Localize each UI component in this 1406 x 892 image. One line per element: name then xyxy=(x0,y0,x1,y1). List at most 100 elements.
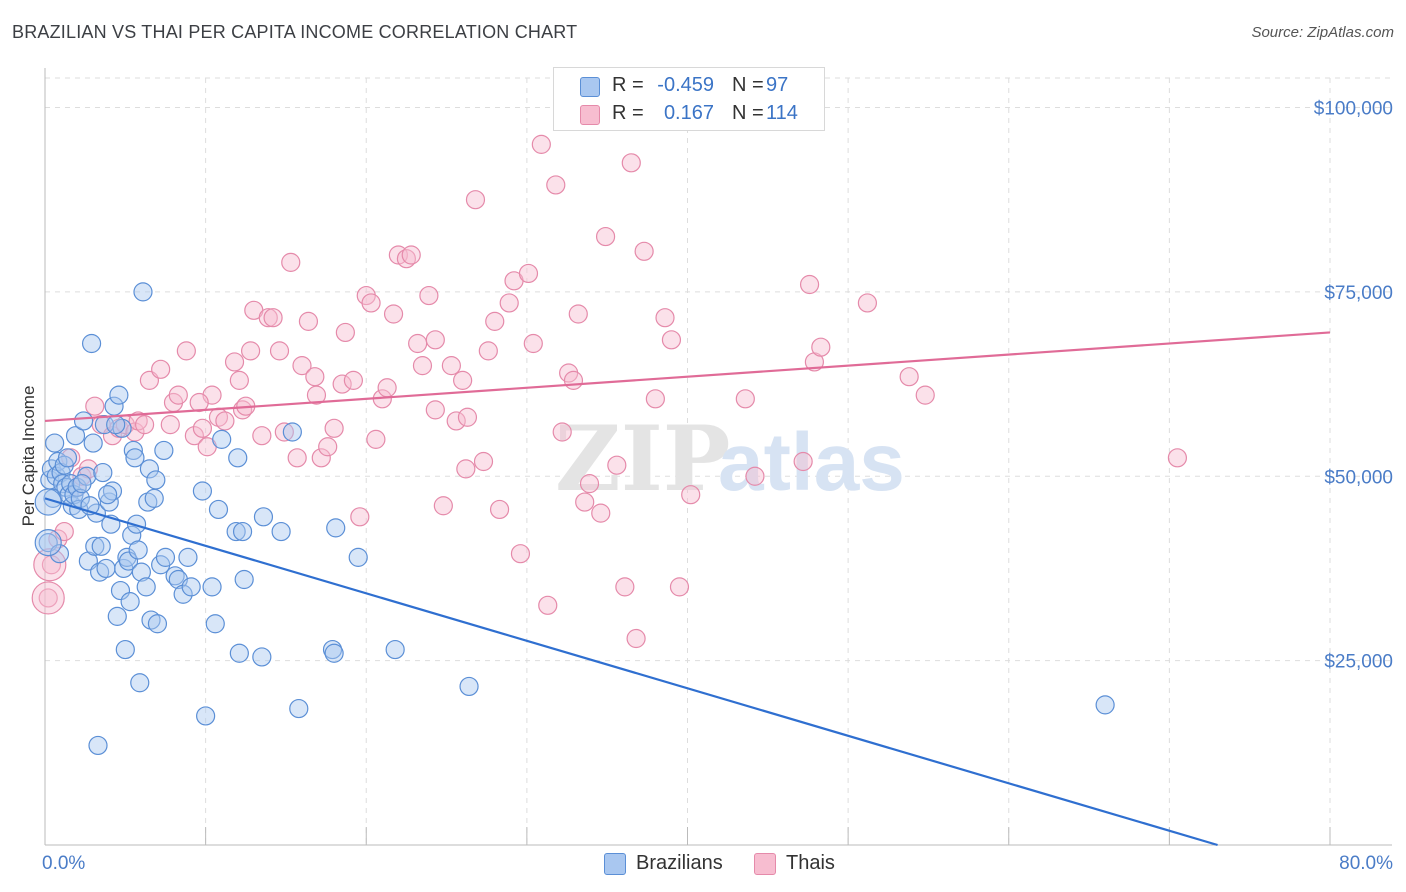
brazilian-point xyxy=(232,521,253,542)
brazilian-point xyxy=(48,451,68,472)
y-tick-label: $25,000 xyxy=(1324,652,1393,673)
thai-point xyxy=(419,285,439,306)
thai-point xyxy=(311,448,331,468)
brazilian-point xyxy=(110,580,131,601)
thai-point xyxy=(518,263,539,284)
brazilian-point xyxy=(130,673,150,693)
thai-point xyxy=(215,411,235,431)
thai-point xyxy=(287,448,307,468)
thais-trend-line xyxy=(44,331,1331,423)
thai-point xyxy=(485,311,505,331)
brazilian-point xyxy=(85,536,105,556)
brazilian-point xyxy=(165,566,185,586)
brazilian-point xyxy=(61,474,81,494)
thai-point xyxy=(745,466,765,486)
thai-point xyxy=(412,356,433,376)
legend-n-value: 97 xyxy=(766,74,789,96)
brazilian-point xyxy=(141,610,161,630)
brazilian-point xyxy=(136,577,156,597)
thai-point xyxy=(85,396,105,416)
brazilian-point xyxy=(73,411,94,431)
brazilians-points xyxy=(34,282,1115,756)
thai-point xyxy=(1167,448,1188,468)
thai-point xyxy=(899,367,919,387)
legend-label-thais: Thais xyxy=(786,852,835,874)
brazilian-point xyxy=(1095,695,1115,715)
thai-point xyxy=(655,308,675,328)
brazilian-point xyxy=(128,540,148,560)
brazilian-point xyxy=(385,639,405,660)
brazilian-point xyxy=(120,592,140,612)
brazilian-point xyxy=(99,492,119,512)
brazilian-point xyxy=(181,577,201,597)
brazilian-point xyxy=(96,558,116,579)
brazilian-point xyxy=(93,462,113,483)
brazilian-point xyxy=(146,470,166,490)
thai-point xyxy=(281,252,301,272)
axes xyxy=(44,68,1392,846)
y-tick-label: $100,000 xyxy=(1314,99,1393,120)
source-credit: Source: ZipAtlas.com xyxy=(1251,24,1394,41)
gridlines xyxy=(45,77,1392,845)
thai-point xyxy=(607,455,627,475)
brazilian-point xyxy=(226,521,246,542)
x-tick-labels: 0.0% 80.0% xyxy=(42,853,1393,874)
brazilian-point xyxy=(282,422,302,442)
thai-point xyxy=(915,385,935,405)
brazilian-point xyxy=(144,488,164,508)
stats-legend: R = -0.459 N = 97 R = 0.167 N = 114 xyxy=(553,67,825,131)
thai-point xyxy=(176,341,196,361)
thai-point xyxy=(401,245,421,265)
thai-point xyxy=(324,418,344,438)
legend-n-label: N = xyxy=(732,102,764,124)
brazilian-point xyxy=(139,459,160,479)
y-axis-label: Per Capita Income xyxy=(19,386,38,527)
thai-point xyxy=(189,392,209,413)
thai-point xyxy=(457,407,478,427)
brazilian-point xyxy=(212,429,232,449)
thai-point xyxy=(224,352,245,372)
thai-point xyxy=(361,293,381,313)
thai-point xyxy=(33,548,67,582)
legend-swatch-pink xyxy=(580,105,600,125)
brazilian-point xyxy=(70,488,90,508)
brazilian-point xyxy=(324,643,344,663)
thai-point xyxy=(621,153,641,173)
brazilian-point xyxy=(208,499,229,520)
thais-points xyxy=(31,134,1188,649)
thai-point xyxy=(681,485,701,505)
thai-point xyxy=(184,426,204,446)
thai-point xyxy=(446,411,466,431)
brazilian-point xyxy=(125,448,145,468)
thai-point xyxy=(478,341,498,361)
brazilian-point xyxy=(147,614,168,634)
brazilian-point xyxy=(138,492,158,512)
brazilian-point xyxy=(228,448,248,468)
thai-point xyxy=(626,628,646,649)
thai-point xyxy=(489,499,510,520)
thai-point xyxy=(857,293,878,313)
thai-point xyxy=(634,241,654,261)
y-tick-label: $75,000 xyxy=(1324,283,1393,304)
thai-point xyxy=(433,496,453,516)
legend-r-label: R = xyxy=(612,74,644,96)
thai-point xyxy=(350,507,370,527)
thai-point xyxy=(263,308,283,328)
thai-point xyxy=(669,577,690,597)
legend-label-brazilians: Brazilians xyxy=(636,852,723,874)
thai-point xyxy=(298,311,319,331)
thai-point xyxy=(568,304,588,324)
thai-point xyxy=(510,544,531,564)
brazilian-point xyxy=(72,474,92,494)
legend-n-value: 114 xyxy=(766,102,798,124)
legend-swatch-blue xyxy=(580,77,600,97)
thai-point xyxy=(38,588,58,608)
brazilian-point xyxy=(289,698,309,719)
x-tick-label: 80.0% xyxy=(1339,853,1393,874)
thai-point xyxy=(306,385,327,405)
legend-n-label: N = xyxy=(732,74,764,96)
brazilian-point xyxy=(131,562,151,582)
thai-point xyxy=(538,595,558,615)
trend-lines xyxy=(44,331,1331,847)
thai-point xyxy=(151,359,171,379)
